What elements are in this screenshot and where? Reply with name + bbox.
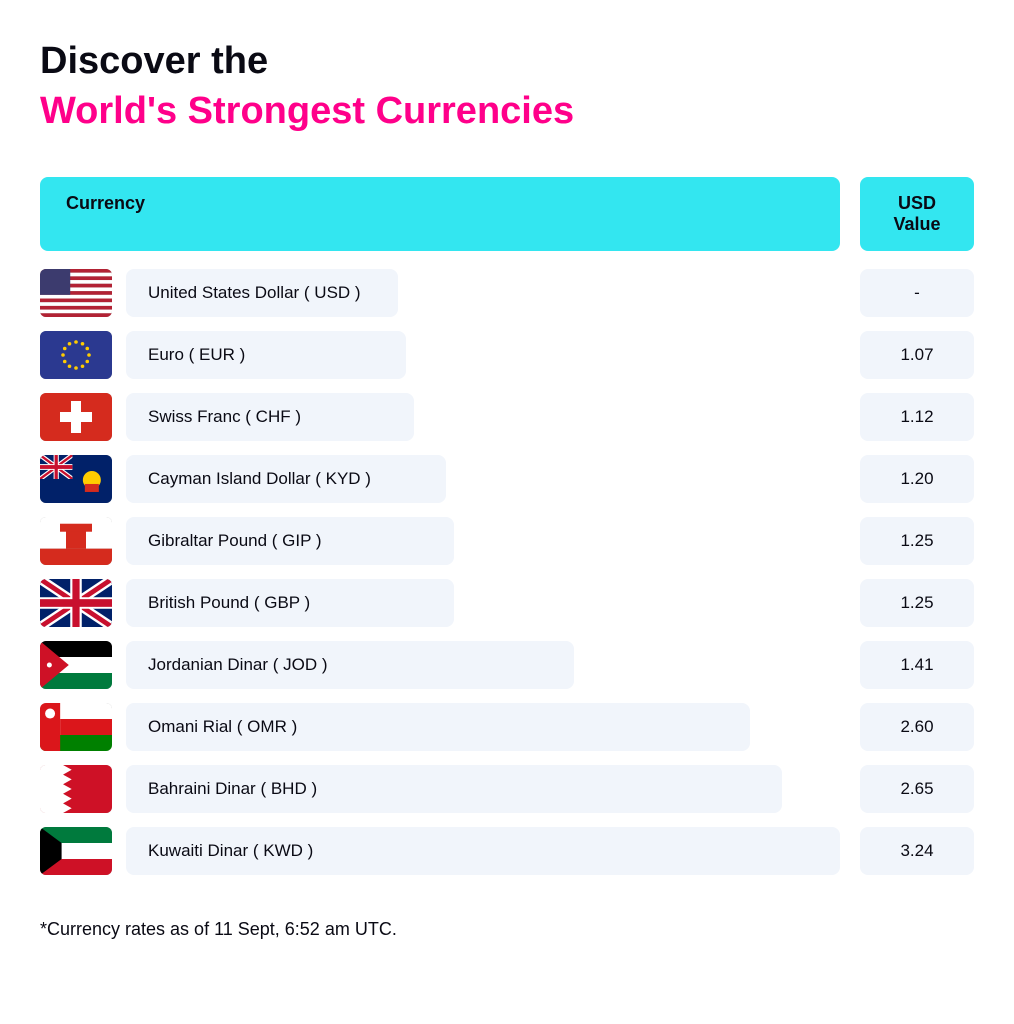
usd-value: 1.41 <box>860 641 974 689</box>
table-row: Omani Rial ( OMR ) 2.60 <box>40 703 974 751</box>
row-left: Swiss Franc ( CHF ) <box>40 393 840 441</box>
usd-value: 1.12 <box>860 393 974 441</box>
currency-name: British Pound ( GBP ) <box>148 593 310 613</box>
flag-icon <box>40 827 112 875</box>
currency-bar: Swiss Franc ( CHF ) <box>126 393 414 441</box>
usd-value: 2.60 <box>860 703 974 751</box>
usd-value: 1.20 <box>860 455 974 503</box>
table-row: Jordanian Dinar ( JOD ) 1.41 <box>40 641 974 689</box>
title-line1: Discover the <box>40 40 974 84</box>
currency-name: Euro ( EUR ) <box>148 345 245 365</box>
currency-bar: Bahraini Dinar ( BHD ) <box>126 765 782 813</box>
table-row: United States Dollar ( USD ) - <box>40 269 974 317</box>
currency-name: Kuwaiti Dinar ( KWD ) <box>148 841 313 861</box>
flag-icon <box>40 269 112 317</box>
currency-bar: Euro ( EUR ) <box>126 331 406 379</box>
currency-bar: Omani Rial ( OMR ) <box>126 703 750 751</box>
currency-name: Omani Rial ( OMR ) <box>148 717 297 737</box>
header-currency: Currency <box>40 177 840 251</box>
title-block: Discover the World's Strongest Currencie… <box>40 40 974 133</box>
row-left: Kuwaiti Dinar ( KWD ) <box>40 827 840 875</box>
currency-bar: United States Dollar ( USD ) <box>126 269 398 317</box>
flag-icon <box>40 579 112 627</box>
flag-icon <box>40 393 112 441</box>
row-left: Euro ( EUR ) <box>40 331 840 379</box>
row-left: Bahraini Dinar ( BHD ) <box>40 765 840 813</box>
usd-value: 1.25 <box>860 579 974 627</box>
header-usd-value: USD Value <box>860 177 974 251</box>
usd-value: 3.24 <box>860 827 974 875</box>
flag-icon <box>40 703 112 751</box>
usd-value: - <box>860 269 974 317</box>
currency-bar: Cayman Island Dollar ( KYD ) <box>126 455 446 503</box>
currency-bar: Jordanian Dinar ( JOD ) <box>126 641 574 689</box>
currency-bar: Kuwaiti Dinar ( KWD ) <box>126 827 840 875</box>
table-row: Gibraltar Pound ( GIP ) 1.25 <box>40 517 974 565</box>
table-row: Kuwaiti Dinar ( KWD ) 3.24 <box>40 827 974 875</box>
row-left: Gibraltar Pound ( GIP ) <box>40 517 840 565</box>
currency-rows: United States Dollar ( USD ) - Euro ( EUR … <box>40 269 974 875</box>
row-left: Cayman Island Dollar ( KYD ) <box>40 455 840 503</box>
currency-name: Cayman Island Dollar ( KYD ) <box>148 469 371 489</box>
row-left: United States Dollar ( USD ) <box>40 269 840 317</box>
title-line2: World's Strongest Currencies <box>40 90 974 134</box>
usd-value: 2.65 <box>860 765 974 813</box>
flag-icon <box>40 331 112 379</box>
usd-value: 1.25 <box>860 517 974 565</box>
currency-name: United States Dollar ( USD ) <box>148 283 361 303</box>
row-left: Jordanian Dinar ( JOD ) <box>40 641 840 689</box>
table-row: Swiss Franc ( CHF ) 1.12 <box>40 393 974 441</box>
flag-icon <box>40 455 112 503</box>
flag-icon <box>40 765 112 813</box>
flag-icon <box>40 641 112 689</box>
table-row: Euro ( EUR ) 1.07 <box>40 331 974 379</box>
usd-value: 1.07 <box>860 331 974 379</box>
table-row: Cayman Island Dollar ( KYD ) 1.20 <box>40 455 974 503</box>
footnote: *Currency rates as of 11 Sept, 6:52 am U… <box>40 919 974 940</box>
currency-bar: Gibraltar Pound ( GIP ) <box>126 517 454 565</box>
table-row: Bahraini Dinar ( BHD ) 2.65 <box>40 765 974 813</box>
row-left: British Pound ( GBP ) <box>40 579 840 627</box>
flag-icon <box>40 517 112 565</box>
currency-name: Gibraltar Pound ( GIP ) <box>148 531 322 551</box>
currency-name: Swiss Franc ( CHF ) <box>148 407 301 427</box>
currency-name: Bahraini Dinar ( BHD ) <box>148 779 317 799</box>
table-header: Currency USD Value <box>40 177 974 251</box>
currency-name: Jordanian Dinar ( JOD ) <box>148 655 328 675</box>
row-left: Omani Rial ( OMR ) <box>40 703 840 751</box>
currency-bar: British Pound ( GBP ) <box>126 579 454 627</box>
table-row: British Pound ( GBP ) 1.25 <box>40 579 974 627</box>
